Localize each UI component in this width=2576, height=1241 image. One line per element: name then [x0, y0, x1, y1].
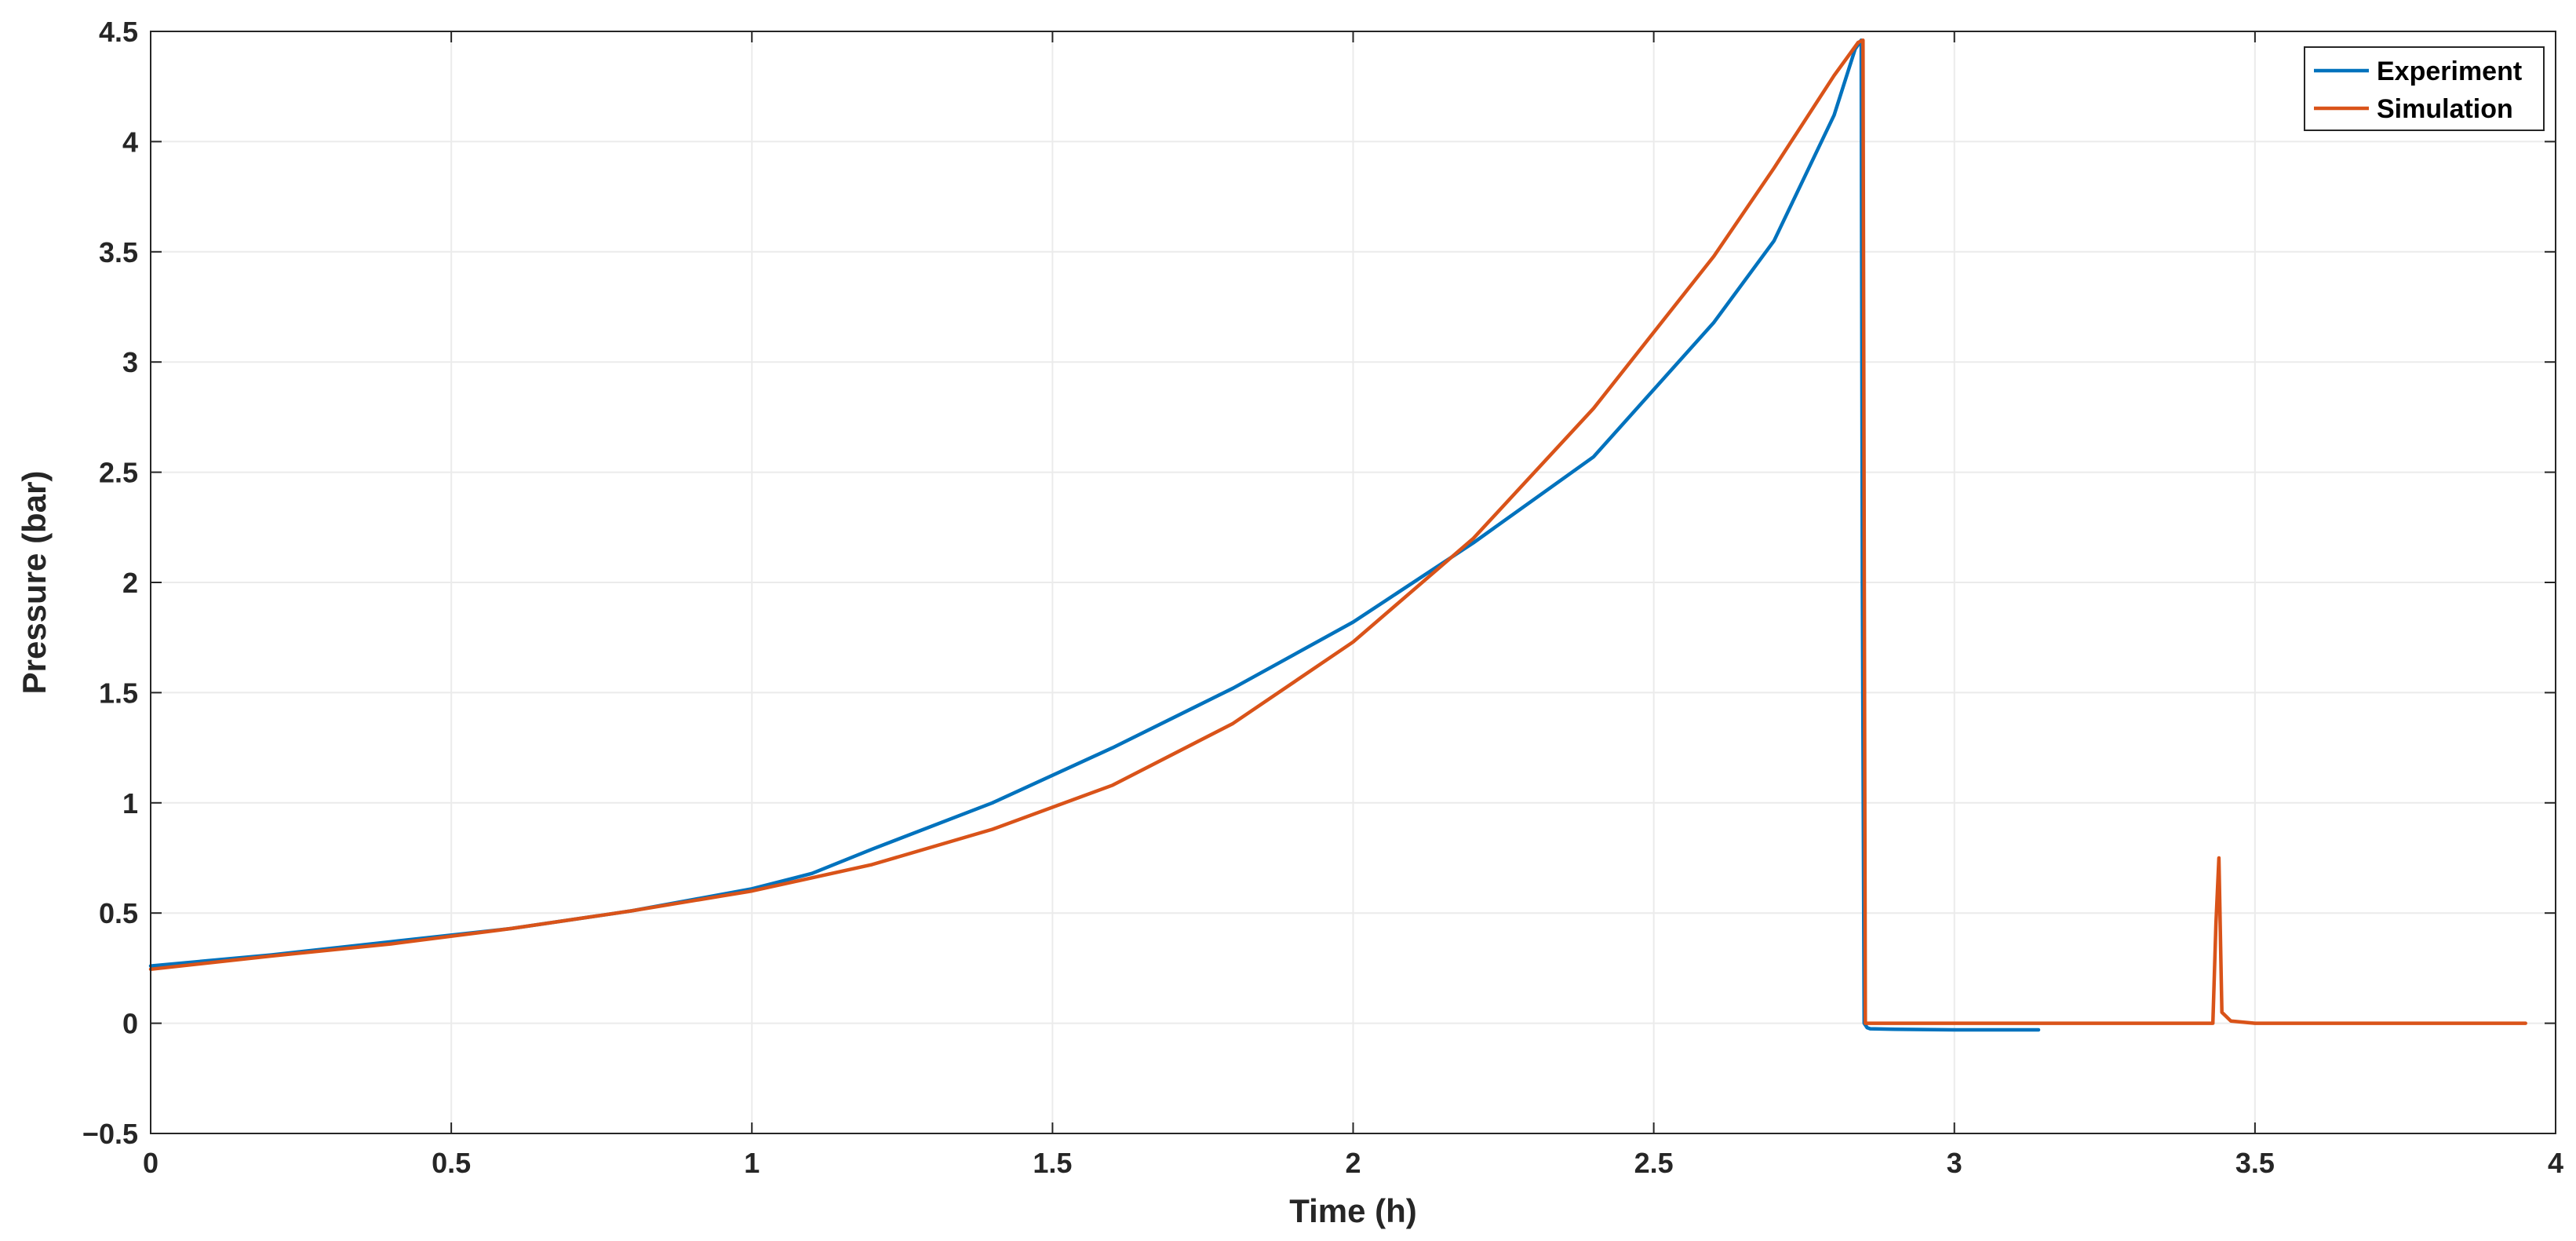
series-lines — [148, 38, 2527, 1032]
x-tick-label: 3 — [1947, 1147, 1962, 1179]
x-tick-label: 1.5 — [1033, 1147, 1072, 1179]
y-axis-title: Pressure (bar) — [16, 471, 53, 695]
legend-label-experiment: Experiment — [2377, 57, 2522, 86]
y-tick-label: 1 — [122, 787, 138, 819]
x-tick-label: 2.5 — [1634, 1147, 1674, 1179]
legend-label-simulation: Simulation — [2377, 94, 2513, 124]
x-axis-title: Time (h) — [1289, 1192, 1417, 1229]
x-tick-label: 4 — [2548, 1147, 2563, 1179]
legend: Experiment Simulation — [2304, 46, 2545, 131]
y-tick-label: 2 — [122, 567, 138, 599]
legend-box — [2304, 46, 2545, 131]
series-line-simulation — [148, 38, 2527, 1025]
x-tick-label: 2 — [1345, 1147, 1361, 1179]
y-tick-label: 0 — [122, 1008, 138, 1040]
y-tick-label: 4.5 — [99, 16, 138, 48]
axes — [150, 31, 2556, 1134]
x-tick-label: 0 — [143, 1147, 158, 1179]
grid — [150, 31, 2556, 1134]
x-tick-label: 0.5 — [432, 1147, 471, 1179]
y-tick-label: 3.5 — [99, 236, 138, 268]
y-tick-label: 0.5 — [99, 897, 138, 929]
y-tick-label: 2.5 — [99, 457, 138, 489]
y-tick-label: 3 — [122, 346, 138, 378]
x-tick-label: 3.5 — [2235, 1147, 2275, 1179]
y-tick-label: −0.5 — [82, 1118, 138, 1150]
tick-labels: 0 0.5 1 1.5 2 2.5 3 3.5 4−0.500.511.522.533.544.… — [82, 16, 2563, 1179]
y-tick-label: 1.5 — [99, 677, 138, 709]
x-tick-label: 1 — [744, 1147, 760, 1179]
y-tick-label: 4 — [122, 126, 138, 158]
